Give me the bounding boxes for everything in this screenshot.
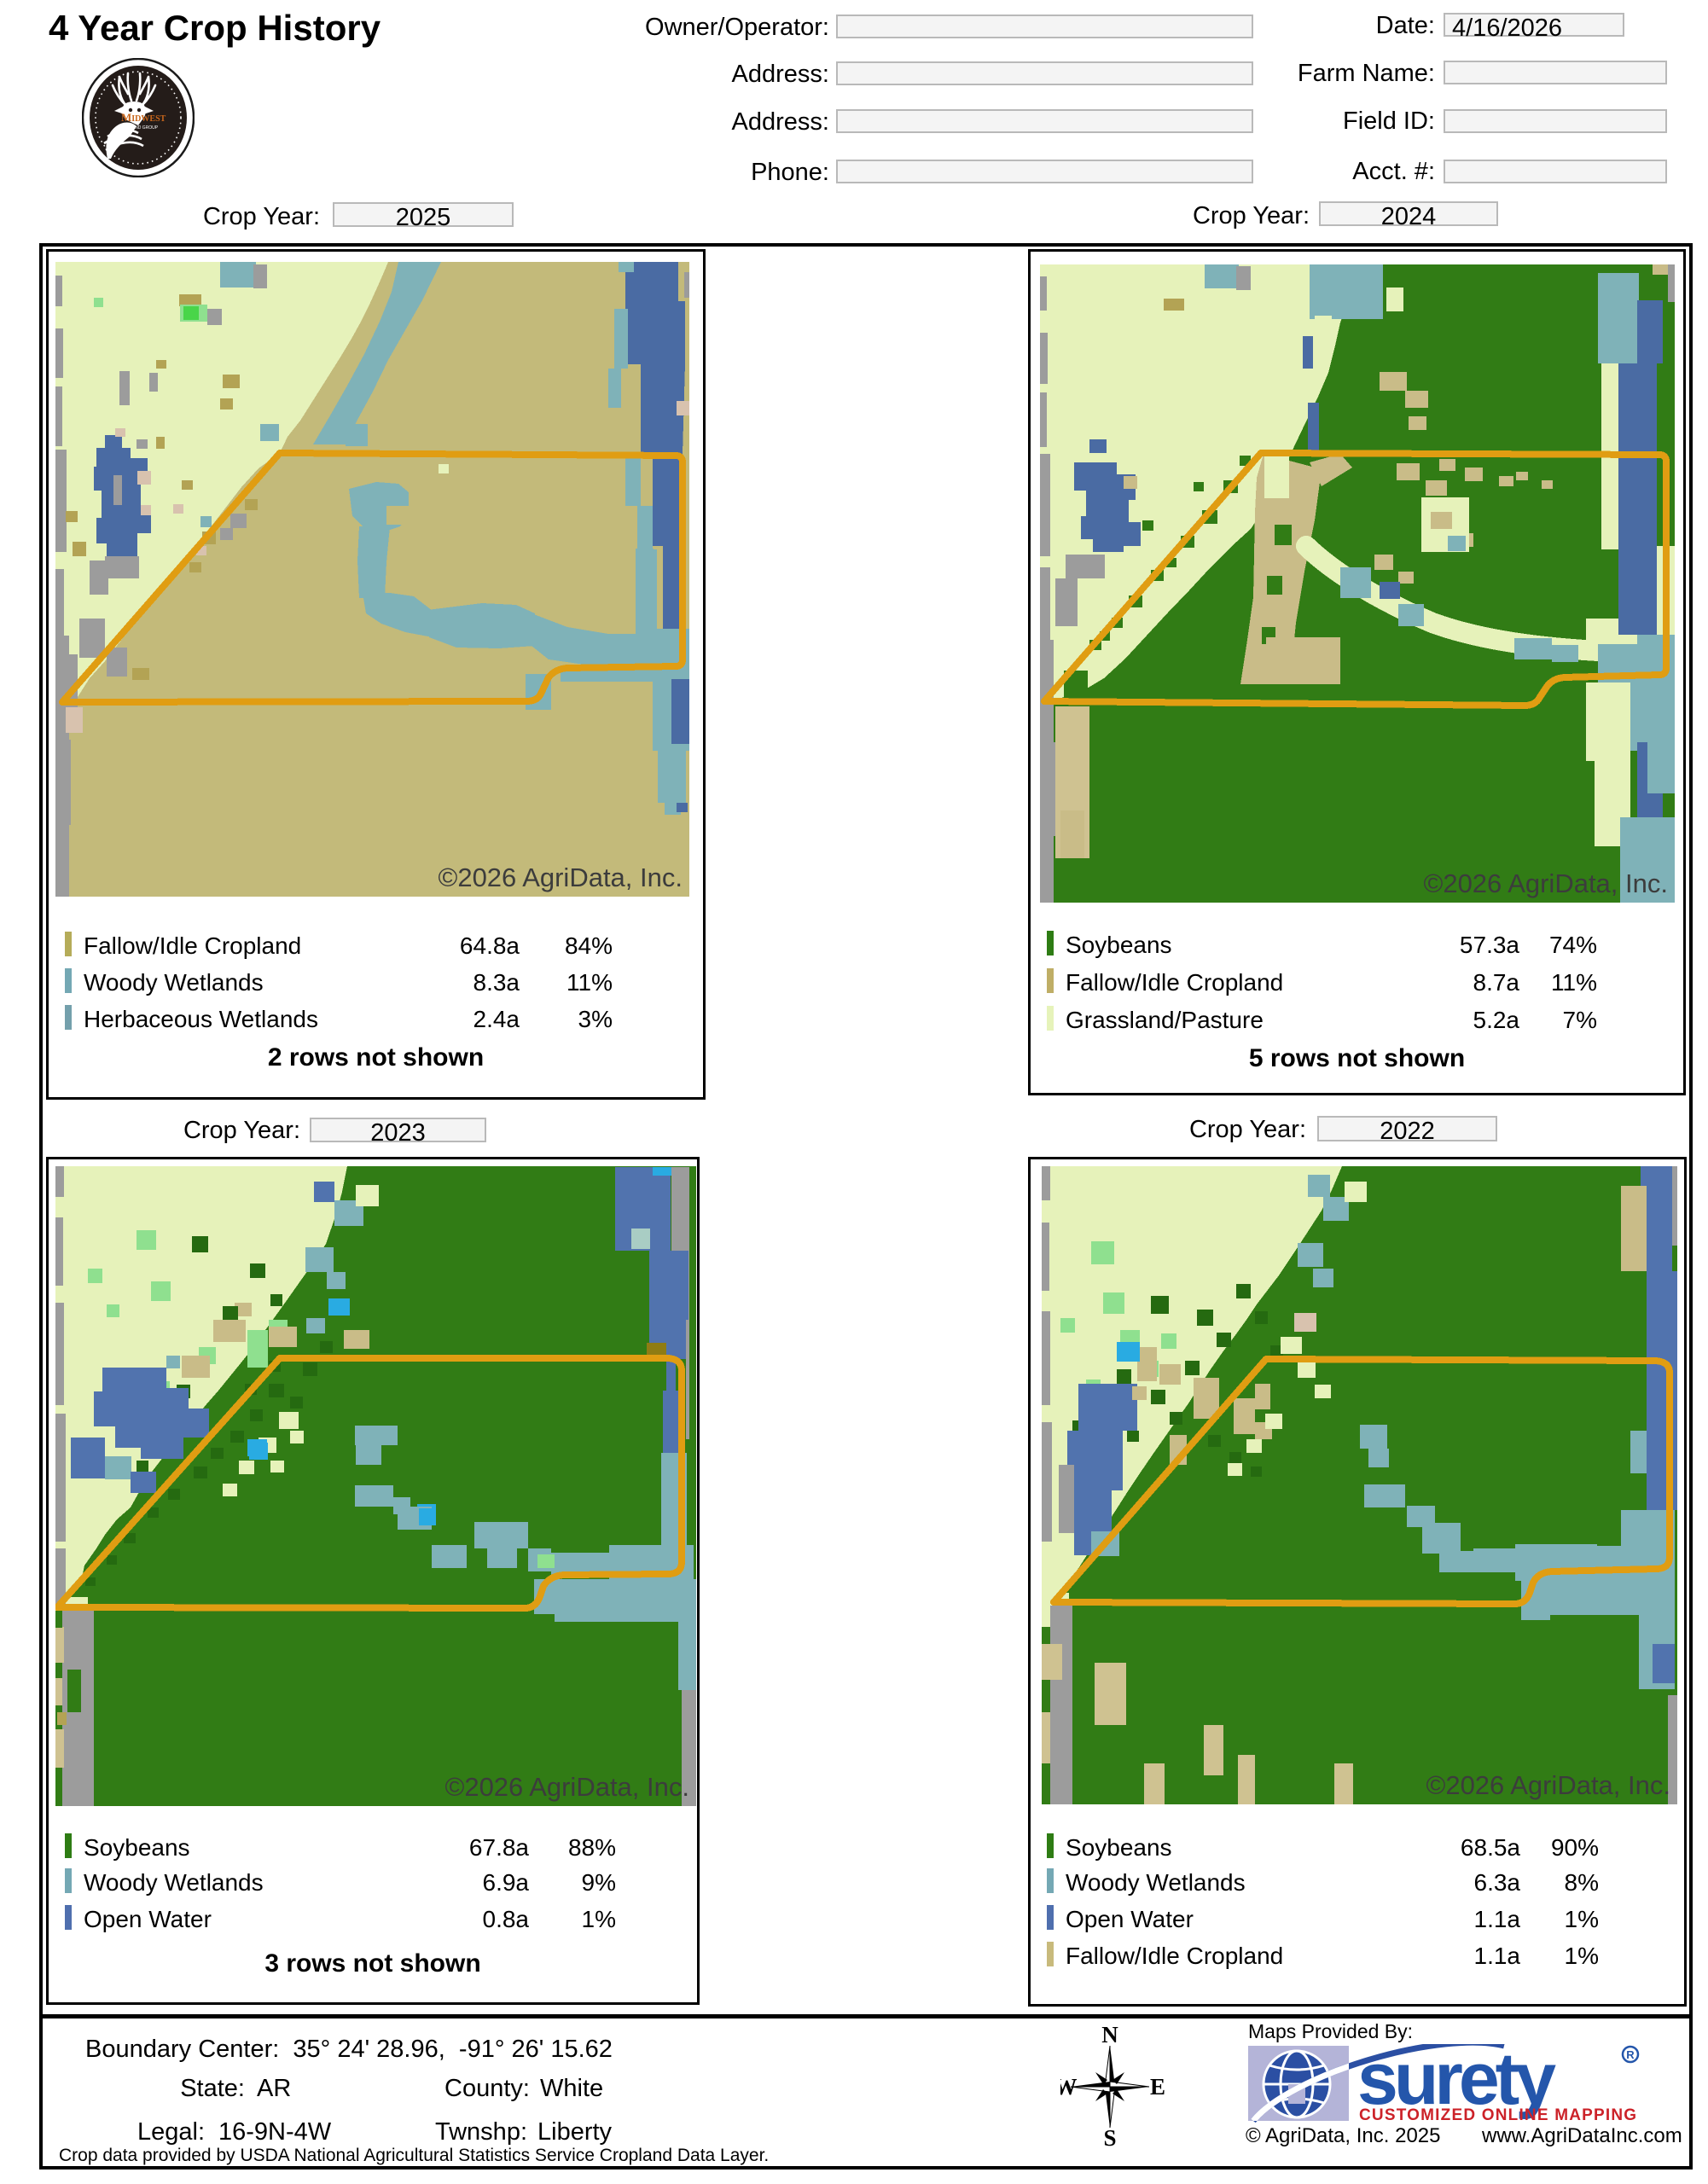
svg-text:©2026 AgriData, Inc.: ©2026 AgriData, Inc. — [438, 863, 683, 892]
svg-text:N: N — [1101, 2024, 1118, 2048]
svg-text:©2026 AgriData, Inc.: ©2026 AgriData, Inc. — [1426, 1770, 1670, 1800]
svg-text:MIDWEST: MIDWEST — [121, 111, 166, 124]
svg-text:S: S — [1103, 2125, 1116, 2148]
svg-text:surety: surety — [1357, 2044, 1556, 2120]
svg-text:R: R — [1626, 2048, 1635, 2061]
svg-text:W: W — [1060, 2074, 1078, 2100]
svg-text:E: E — [1150, 2074, 1165, 2100]
svg-text:LAND GROUP: LAND GROUP — [130, 125, 159, 131]
svg-text:CUSTOMIZED ONLINE MAPPING: CUSTOMIZED ONLINE MAPPING — [1359, 2106, 1637, 2123]
svg-text:©2026 AgriData, Inc.: ©2026 AgriData, Inc. — [1423, 868, 1668, 898]
svg-text:©2026 AgriData, Inc.: ©2026 AgriData, Inc. — [444, 1772, 689, 1802]
